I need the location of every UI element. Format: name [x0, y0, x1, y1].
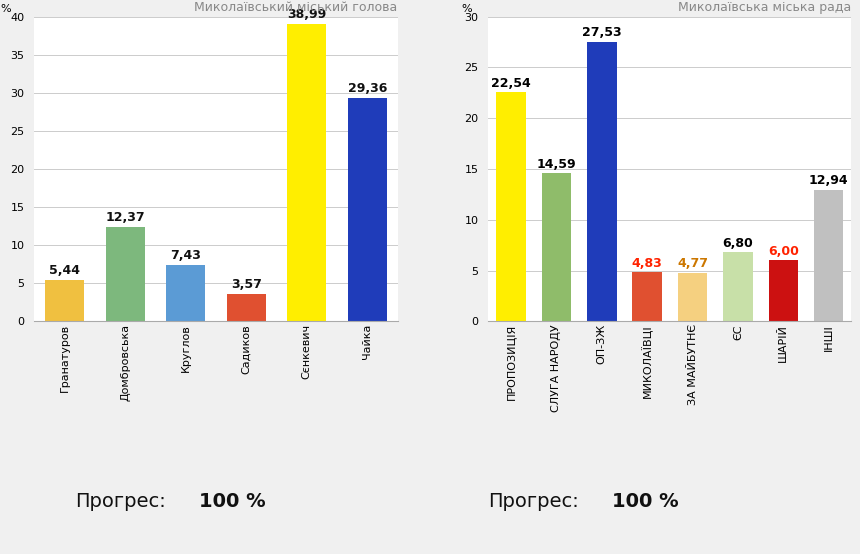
Text: 12,37: 12,37 [106, 211, 145, 224]
Text: Миколаївська міська рада: Миколаївська міська рада [679, 1, 851, 14]
Text: 38,99: 38,99 [287, 8, 326, 21]
Text: 6,00: 6,00 [768, 245, 799, 258]
Text: Прогрес:: Прогрес: [488, 492, 579, 511]
Bar [347, 98, 387, 321]
Text: 29,36: 29,36 [347, 81, 387, 95]
Bar [106, 227, 144, 321]
Text: 27,53: 27,53 [582, 26, 622, 39]
Text: 6,80: 6,80 [722, 237, 753, 250]
Text: 100 %: 100 % [611, 492, 679, 511]
Bar [769, 260, 798, 321]
Bar [587, 42, 617, 321]
Bar [542, 173, 571, 321]
Text: 5,44: 5,44 [49, 264, 80, 277]
Bar [287, 24, 327, 321]
Bar [166, 265, 206, 321]
Text: Прогрес:: Прогрес: [75, 492, 166, 511]
Text: 100 %: 100 % [199, 492, 266, 511]
Text: 4,77: 4,77 [677, 258, 708, 270]
Bar [678, 273, 707, 321]
Text: Миколаївський міський голова: Миколаївський міський голова [194, 1, 397, 14]
Bar [496, 93, 525, 321]
Bar [723, 252, 752, 321]
Text: 4,83: 4,83 [632, 257, 662, 270]
Text: 3,57: 3,57 [230, 278, 261, 291]
Y-axis label: %: % [461, 3, 472, 13]
Y-axis label: %: % [0, 3, 10, 13]
Bar [45, 280, 84, 321]
Text: 22,54: 22,54 [491, 77, 531, 90]
Bar [814, 190, 844, 321]
Text: 14,59: 14,59 [537, 157, 576, 171]
Text: 12,94: 12,94 [809, 175, 849, 187]
Bar [632, 272, 662, 321]
Bar [226, 294, 266, 321]
Text: 7,43: 7,43 [170, 249, 201, 261]
